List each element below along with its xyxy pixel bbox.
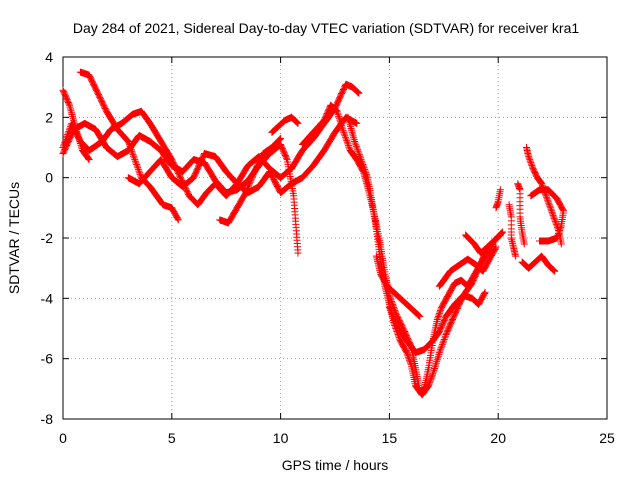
series-markers [505,201,520,260]
chart-title: Day 284 of 2021, Sidereal Day-to-day VTE… [73,20,579,36]
x-axis-label: GPS time / hours [282,457,389,473]
y-tick-label: -8 [41,411,54,427]
x-tick-label: 20 [490,430,506,446]
x-tick-label: 5 [168,430,176,446]
series-arc-10 [372,252,424,320]
series-markers [462,228,507,257]
series-arc-7 [268,113,302,136]
y-tick-label: 4 [45,49,53,65]
series-arc-14 [492,186,504,212]
x-tick-label: 25 [599,430,615,446]
series-markers [518,252,559,275]
series-arc-9 [344,113,496,399]
y-axis-ticks: -8 -6 -4 -2 0 2 4 [41,49,607,427]
y-tick-label: 2 [45,109,53,125]
series-markers [523,144,565,248]
series-arc-11 [385,288,489,357]
x-tick-label: 0 [59,430,67,446]
y-tick-label: -4 [41,290,54,306]
y-tick-label: -6 [41,351,54,367]
series-markers [385,288,489,357]
series-markers [124,113,361,197]
series-markers [514,180,528,248]
data-series [59,68,567,399]
x-tick-label: 10 [273,430,289,446]
series-arc-6 [216,134,285,227]
series-arc-19 [523,144,565,248]
series-arc-13 [462,228,507,257]
series-markers [268,113,302,136]
series-markers [492,186,504,212]
y-axis-label: SDTVAR / TECUs [6,182,22,294]
series-arc-18 [518,252,559,275]
series-arc-12 [435,243,500,290]
y-tick-label: -2 [41,230,54,246]
series-markers [435,243,500,290]
series-arc-5 [124,113,361,197]
series-arc-16 [514,180,528,248]
series-markers [372,252,424,320]
y-tick-label: 0 [45,170,53,186]
series-markers [344,113,496,399]
x-axis-ticks: 0 5 10 15 20 25 [59,57,615,446]
x-tick-label: 15 [382,430,398,446]
series-markers [216,134,285,227]
series-arc-15 [505,201,520,260]
